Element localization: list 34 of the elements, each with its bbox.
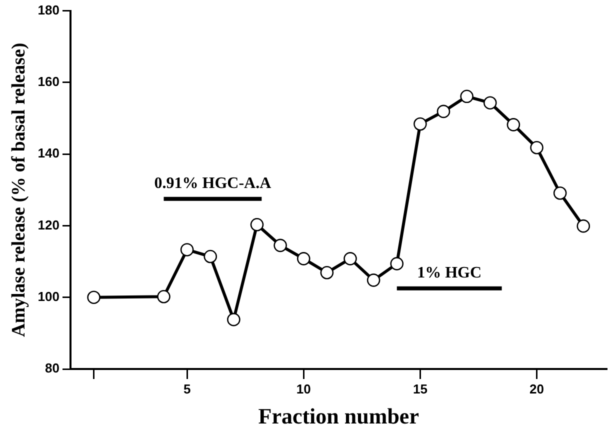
point [553, 186, 567, 200]
y-tick-label: 180 [38, 2, 60, 18]
x-tick-label: 5 [183, 381, 191, 396]
y-tick-label: 100 [38, 288, 60, 304]
y-tick-label: 140 [38, 146, 60, 161]
point [296, 252, 310, 266]
x-tick-label: 20 [530, 381, 544, 396]
point [344, 252, 357, 266]
series-label: 0.91% HGC-A.A [154, 174, 272, 192]
point [274, 238, 287, 252]
point [366, 274, 380, 287]
x-tick-label: 15 [412, 381, 428, 396]
point [204, 250, 218, 264]
point [227, 312, 240, 326]
x-tick-label: 10 [296, 381, 311, 396]
x-axis-title: Fraction number [258, 403, 420, 428]
point [390, 257, 404, 270]
point [506, 118, 520, 132]
point [250, 218, 264, 232]
point [87, 290, 100, 304]
point [180, 243, 194, 256]
y-axis-title: Amylase release (% of basal release) [8, 42, 30, 338]
point [436, 104, 450, 118]
point [414, 117, 427, 131]
point [576, 219, 590, 233]
point [483, 96, 497, 110]
y-tick-label: 160 [38, 74, 60, 90]
series-label: 1% HGC [417, 264, 482, 282]
point [320, 266, 334, 280]
y-tick-label: 80 [45, 360, 60, 376]
point [530, 140, 544, 154]
y-tick-label: 120 [38, 217, 60, 232]
point [157, 290, 170, 304]
point [460, 90, 474, 104]
